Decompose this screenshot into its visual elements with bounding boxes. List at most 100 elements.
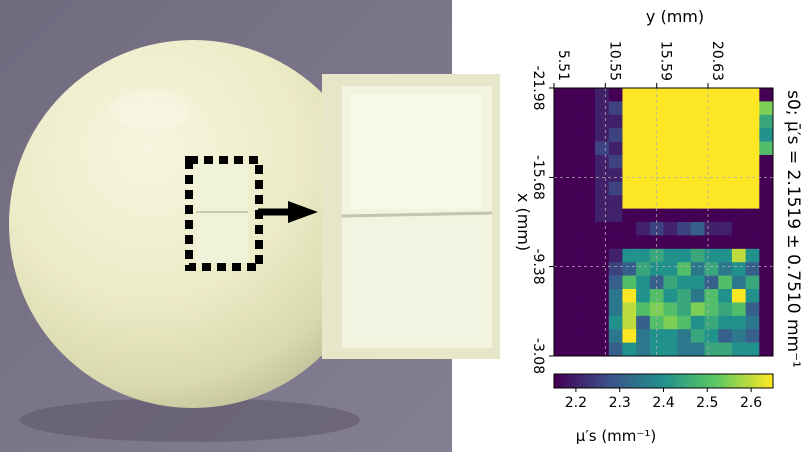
heatmap-cell <box>649 181 664 196</box>
heatmap-cell <box>554 141 568 156</box>
heatmap-cell <box>636 302 651 317</box>
zoom-inset <box>322 74 500 359</box>
plot-frame <box>553 87 774 357</box>
heatmap-cell <box>663 181 678 196</box>
heatmap-cell <box>690 222 705 236</box>
colorbar-tick-label: 2.6 <box>740 395 762 411</box>
heatmap-cell <box>718 329 733 343</box>
heatmap-cell <box>622 262 637 276</box>
heatmap-cell <box>704 195 719 209</box>
colorbar-segment <box>641 374 646 388</box>
heatmap-cell <box>595 181 610 196</box>
heatmap-cell <box>690 289 705 303</box>
heatmap-cell <box>718 302 733 317</box>
colorbar <box>553 373 774 389</box>
heatmap-cell <box>704 235 719 250</box>
heatmap-cell <box>690 302 705 317</box>
heatmap-cell <box>608 315 623 330</box>
heatmap-cell <box>567 248 582 263</box>
colorbar-segment <box>605 374 610 388</box>
heatmap-cell <box>567 168 582 183</box>
left-tick-label: -15.68 <box>530 155 546 200</box>
heatmap-cell <box>663 141 678 156</box>
heatmap-cell <box>567 235 582 250</box>
colorbar-segment <box>634 374 639 388</box>
heatmap-cell <box>622 181 637 196</box>
heatmap-cell <box>677 222 692 236</box>
heatmap-cell <box>622 141 637 156</box>
heatmap-cell <box>718 181 733 196</box>
left-tick-labels: -21.98 -15.68 -9.38 -3.08 <box>530 65 554 374</box>
colorbar-segment <box>769 374 774 388</box>
heatmap-cell <box>759 248 774 263</box>
inset-seam <box>341 211 493 218</box>
heatmap-cell <box>608 195 623 209</box>
heatmap-cell <box>745 181 760 196</box>
heatmap-cell <box>622 315 637 330</box>
heatmap-cell <box>581 155 596 169</box>
left-tick-label: -3.08 <box>530 338 546 374</box>
heatmap-cell <box>554 315 568 330</box>
heatmap-cell <box>663 248 678 263</box>
heatmap-cell <box>554 222 568 236</box>
heatmap-cell <box>595 88 610 102</box>
heatmap-cell <box>690 155 705 169</box>
heatmap-cell <box>636 235 651 250</box>
heatmap-cell <box>704 248 719 263</box>
heatmap-cell <box>718 114 733 129</box>
heatmap-cell <box>595 168 610 183</box>
heatmap-cell <box>608 88 623 102</box>
top-tick-label: 10.55 <box>606 41 622 81</box>
heatmap-cell <box>649 235 664 250</box>
heatmap-cell <box>718 101 733 116</box>
heatmap-cell <box>718 168 733 183</box>
colorbar-segment <box>678 374 683 388</box>
heatmap-cell <box>759 128 774 142</box>
heatmap-cell <box>554 128 568 142</box>
heatmap-cell <box>759 302 774 317</box>
heatmap-cell <box>731 155 746 169</box>
colorbar-segment <box>652 374 657 388</box>
heatmap-cell <box>622 128 637 142</box>
heatmap-cell <box>581 289 596 303</box>
heatmap-cell <box>595 128 610 142</box>
heatmap-cell <box>636 315 651 330</box>
heatmap-cell <box>595 329 610 343</box>
colorbar-segment <box>590 374 595 388</box>
heatmap-cell <box>663 342 678 357</box>
heatmap-cell <box>581 141 596 156</box>
heatmap-cell <box>554 248 568 263</box>
heatmap-cell <box>745 195 760 209</box>
heatmap-cell <box>581 235 596 250</box>
heatmap-cell <box>636 275 651 290</box>
heatmap-cell <box>731 101 746 116</box>
heatmap-cell <box>677 141 692 156</box>
heatmap-cell <box>759 155 774 169</box>
heatmap-cell <box>745 248 760 263</box>
heatmap-cell <box>554 181 568 196</box>
heatmap-cell <box>595 262 610 276</box>
heatmap-cell <box>581 101 596 116</box>
heatmap-cell <box>622 88 637 102</box>
heatmap-cell <box>690 88 705 102</box>
colorbar-segment <box>736 374 741 388</box>
heatmap-cell <box>595 222 610 236</box>
heatmap-cell <box>581 262 596 276</box>
heatmap-cell <box>554 155 568 169</box>
top-axis-label: y (mm) <box>646 7 704 26</box>
heatmap-cell <box>690 329 705 343</box>
heatmap-cell <box>567 222 582 236</box>
colorbar-segment <box>762 374 767 388</box>
heatmap-cell <box>731 329 746 343</box>
heatmap-cell <box>663 208 678 223</box>
heatmap-cell <box>649 128 664 142</box>
heatmap-cell <box>690 208 705 223</box>
heatmap-cell <box>636 208 651 223</box>
heatmap-cell <box>622 329 637 343</box>
heatmap-cell <box>731 222 746 236</box>
colorbar-segment <box>561 374 566 388</box>
heatmap-cell <box>636 289 651 303</box>
colorbar-segment <box>754 374 759 388</box>
colorbar-segment <box>630 374 635 388</box>
heatmap-cell <box>718 88 733 102</box>
